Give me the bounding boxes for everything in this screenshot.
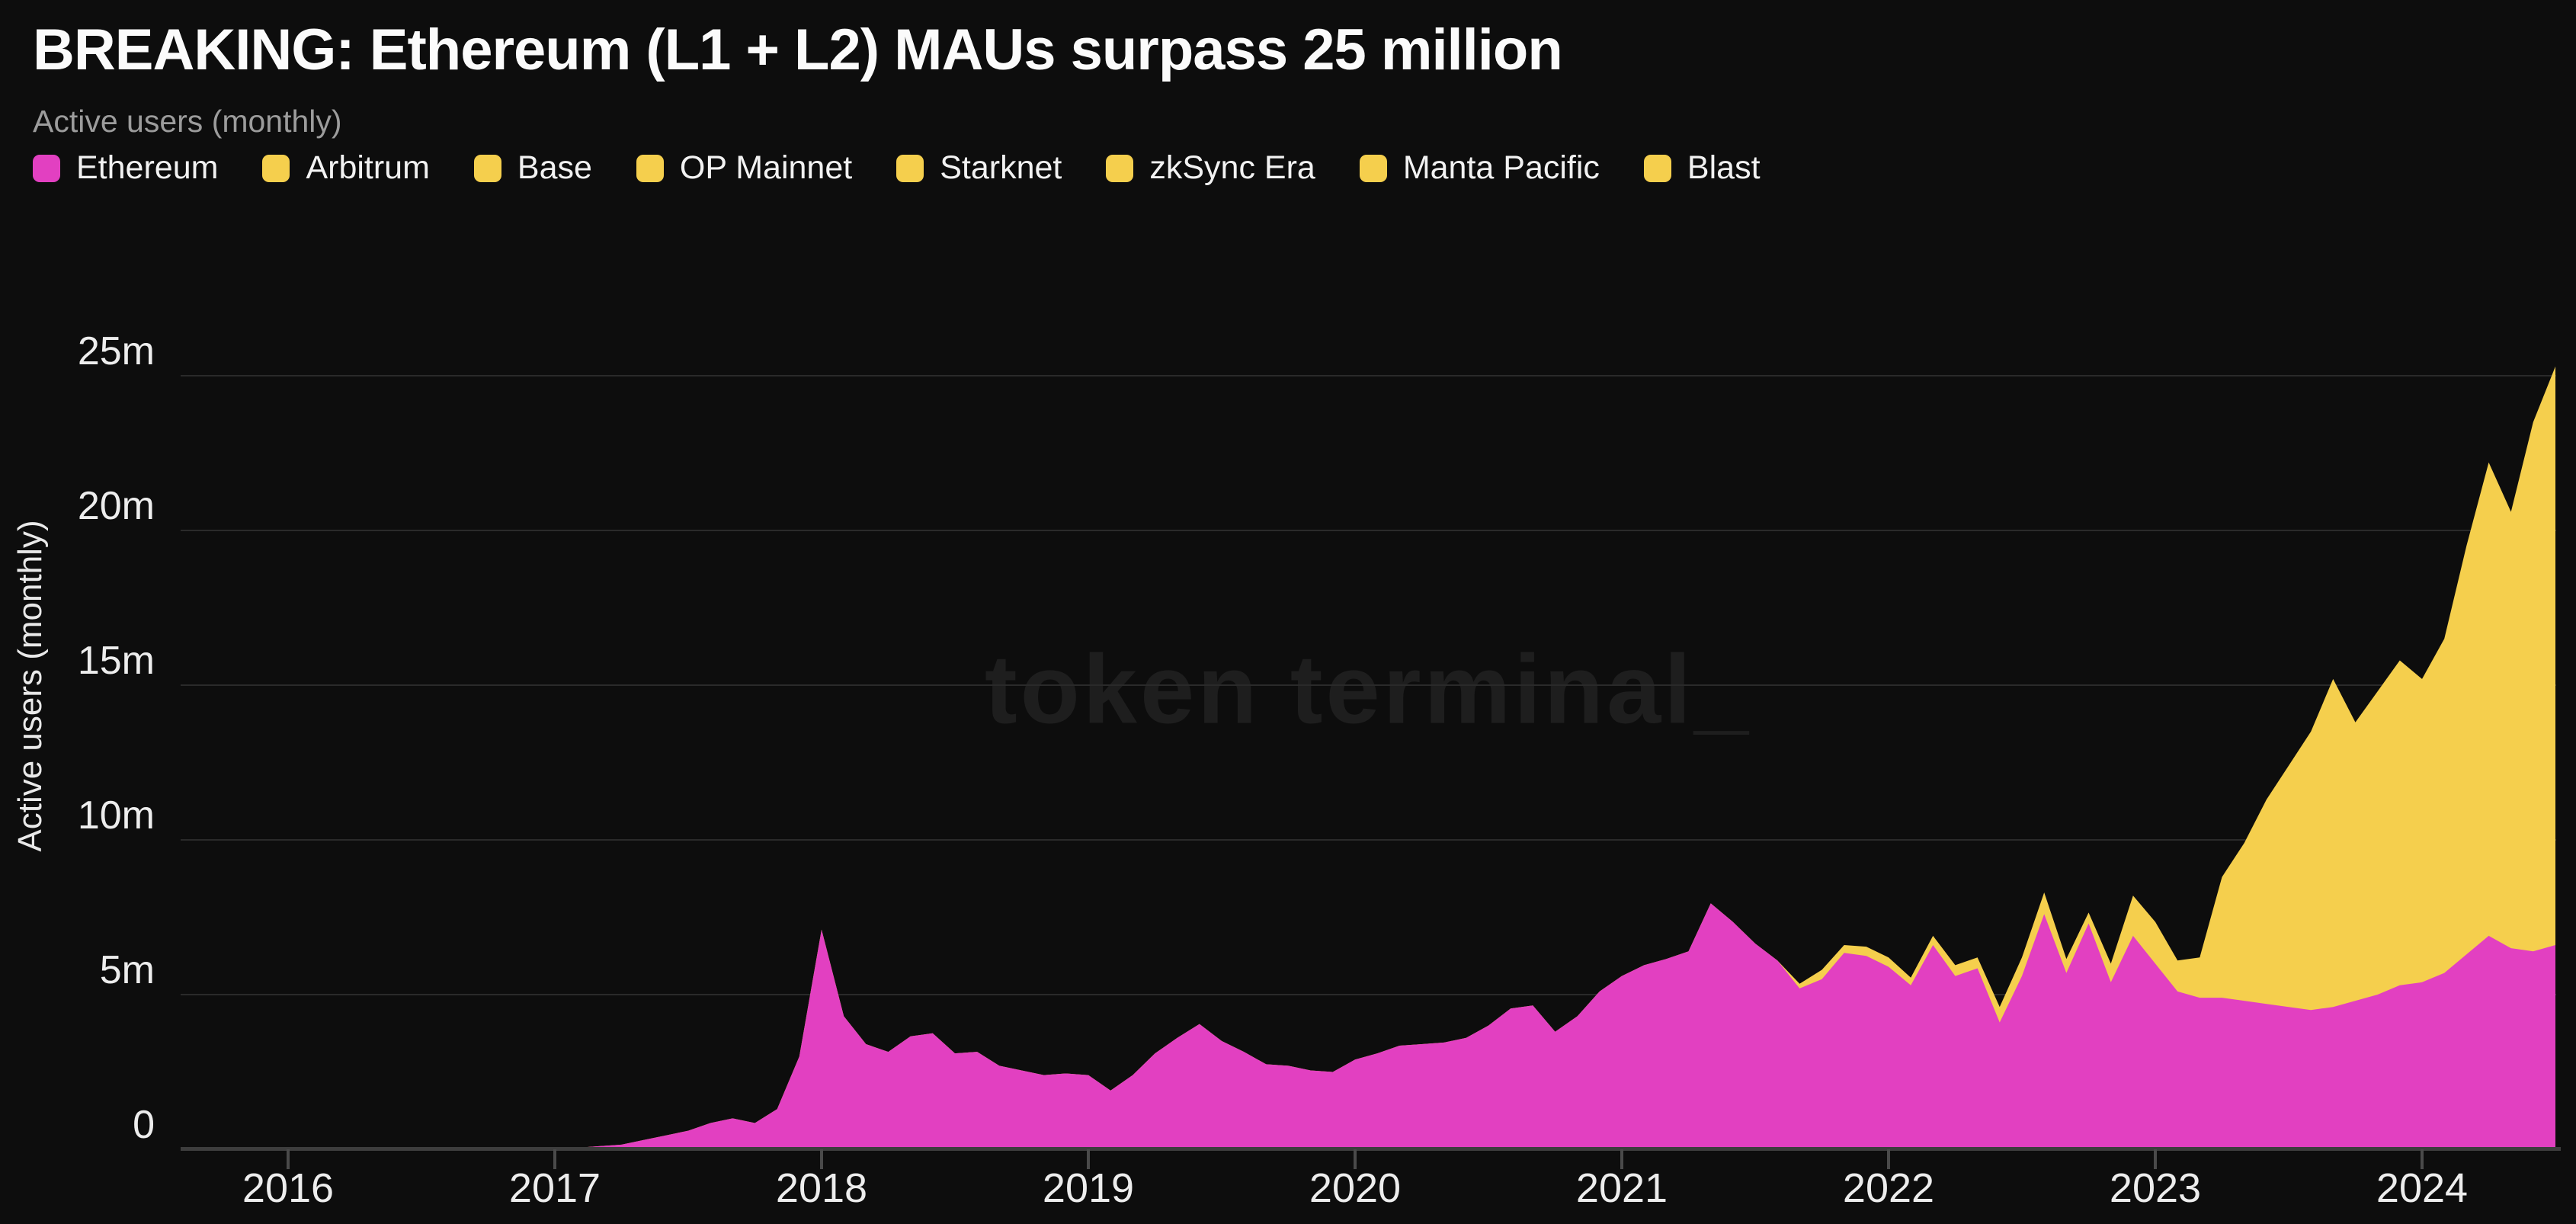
x-tick-2021: 2021 [1575,1165,1668,1211]
legend-item-manta-pacific[interactable]: Manta Pacific [1359,149,1600,187]
y-tick-5m: 5m [99,948,155,992]
legend-swatch-icon [896,154,924,182]
legend-swatch-icon [636,154,664,182]
legend-label: zkSync Era [1149,149,1315,186]
legend-swatch-icon [33,154,60,182]
token-terminal-watermark: token terminal_ [984,635,1752,745]
legend-label: Ethereum [76,149,219,186]
legend-item-blast[interactable]: Blast [1643,149,1761,187]
x-tick-2018: 2018 [775,1165,868,1211]
x-tick-mark-2019 [1087,1149,1090,1169]
legend-label: Manta Pacific [1402,149,1600,186]
legend: Ethereum Arbitrum Base OP Mainnet Starknet zk… [33,149,1761,187]
x-tick-mark-2018 [820,1149,823,1169]
page-title: BREAKING: Ethereum (L1 + L2) MAUs surpas… [33,18,1563,82]
legend-item-arbitrum[interactable]: Arbitrum [262,149,430,187]
x-tick-2023: 2023 [2109,1165,2202,1211]
legend-label: Blast [1687,149,1761,186]
x-tick-mark-2021 [1620,1149,1623,1169]
legend-label: Base [517,149,592,186]
y-tick-15m: 15m [77,639,155,683]
legend-item-op-mainnet[interactable]: OP Mainnet [636,149,852,187]
x-tick-mark-2023 [2154,1149,2157,1169]
x-tick-mark-2022 [1887,1149,1890,1169]
legend-swatch-icon [262,154,290,182]
chart-subtitle: Active users (monthly) [33,104,342,139]
x-tick-mark-2020 [1354,1149,1357,1169]
x-tick-mark-2024 [2421,1149,2424,1169]
x-tick-2017: 2017 [508,1165,601,1211]
y-tick-20m: 20m [77,484,155,528]
legend-item-ethereum[interactable]: Ethereum [33,149,218,187]
legend-swatch-icon [1106,154,1134,182]
x-tick-2024: 2024 [2376,1165,2469,1211]
legend-item-starknet[interactable]: Starknet [896,149,1062,187]
legend-item-zksync-era[interactable]: zkSync Era [1106,149,1315,187]
y-tick-25m: 25m [77,329,155,373]
legend-label: Starknet [940,149,1062,186]
gridlines [181,375,2556,995]
legend-swatch-icon [1643,154,1671,182]
x-axis-line [181,1147,2561,1151]
legend-swatch-icon [1359,154,1387,182]
legend-label: Arbitrum [306,149,430,186]
x-tick-2022: 2022 [1842,1165,1935,1211]
x-tick-2020: 2020 [1309,1165,1402,1211]
ethereum-area [421,903,2555,1149]
x-tick-mark-2016 [287,1149,290,1169]
legend-swatch-icon [473,154,501,182]
x-tick-2016: 2016 [242,1165,335,1211]
legend-label: OP Mainnet [679,149,853,186]
x-tick-mark-2017 [553,1149,556,1169]
x-tick-2019: 2019 [1042,1165,1135,1211]
plot-area[interactable] [181,335,2556,1149]
y-tick-0: 0 [133,1103,155,1147]
legend-item-base[interactable]: Base [473,149,592,187]
y-tick-10m: 10m [77,793,155,838]
